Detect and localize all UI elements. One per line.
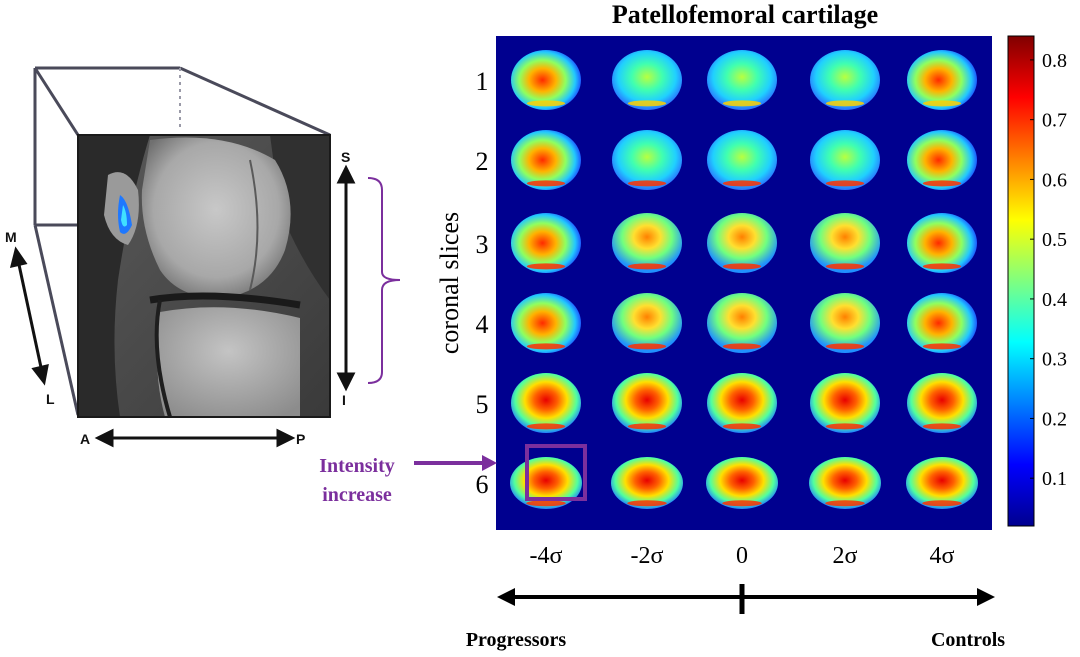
axis-label-p: P	[296, 431, 305, 447]
heatmap-cell	[810, 293, 880, 353]
heatmap-cell	[810, 50, 880, 110]
colorbar-tick-label: 0.3	[1042, 349, 1067, 371]
axis-label-s: S	[341, 149, 350, 165]
column-label: -4σ	[530, 543, 563, 569]
heatmap-cell	[511, 130, 581, 190]
axis-label-a: A	[80, 431, 90, 447]
heatmap-cell	[907, 213, 977, 273]
heatmap-cell	[906, 457, 978, 509]
heatmap-background	[496, 36, 992, 530]
row-label: 6	[476, 470, 489, 499]
colorbar-tick-label: 0.8	[1042, 50, 1067, 72]
colorbar-tick-label: 0.5	[1042, 229, 1067, 251]
colorbar-tick-label: 0.7	[1042, 110, 1067, 132]
column-label: 4σ	[930, 543, 955, 569]
heatmap-cell	[809, 457, 881, 509]
axis-label-i: I	[342, 392, 346, 408]
heatmap-cell	[511, 213, 581, 273]
heatmap-cell	[612, 373, 682, 433]
heatmap-cell	[510, 457, 582, 509]
slice-box-wireframe	[33, 66, 331, 416]
heatmap-cell	[810, 373, 880, 433]
highlight-box	[525, 444, 587, 501]
heatmap-cell	[612, 130, 682, 190]
controls-label: Controls	[931, 629, 1005, 651]
row-labels: 1 2 3 4 5 6	[476, 67, 489, 499]
colorbar-ticks: 0.8 0.7 0.6 0.5 0.4 0.3 0.2 0.1	[1030, 50, 1067, 490]
column-label: -2σ	[631, 543, 664, 569]
row-label: 5	[476, 390, 489, 419]
y-axis-label: coronal slices	[435, 212, 464, 354]
heatmap-cell	[907, 293, 977, 353]
row-label: 3	[476, 230, 489, 259]
heatmap-cell	[511, 50, 581, 110]
annotation-line1: Intensity	[319, 455, 395, 477]
heatmap-cell	[707, 130, 777, 190]
heatmap-cell	[612, 213, 682, 273]
column-labels: -4σ -2σ 0 2σ 4σ	[530, 543, 955, 569]
heatmap-cell	[707, 50, 777, 110]
colorbar-tick-label: 0.1	[1042, 468, 1067, 490]
knee-mri-panel: S I M L A P	[5, 66, 401, 448]
row-label: 1	[476, 67, 489, 96]
colorbar-tick-label: 0.6	[1042, 169, 1067, 191]
heatmap-cell	[907, 373, 977, 433]
heatmap-cell	[511, 373, 581, 433]
heatmap-cell	[611, 457, 683, 509]
annotation-line2: increase	[322, 484, 392, 506]
colorbar-tick-label: 0.4	[1042, 289, 1067, 311]
heatmap-cell	[907, 130, 977, 190]
heatmap-cell	[612, 50, 682, 110]
heatmap-cell	[810, 213, 880, 273]
medial-lateral-arrow	[9, 246, 49, 386]
heatmap-figure: Patellofemoral cartilage coronal slices …	[319, 0, 1067, 651]
axis-label-l: L	[46, 391, 55, 407]
mri-sagittal-image	[77, 134, 331, 418]
heatmap-cell	[707, 293, 777, 353]
heatmap-cell	[707, 373, 777, 433]
annotation-arrow	[414, 455, 497, 471]
figure-title: Patellofemoral cartilage	[612, 0, 878, 29]
heatmap-cells	[510, 50, 978, 509]
axis-label-m: M	[5, 229, 17, 245]
anterior-posterior-arrow	[94, 428, 296, 448]
row-label: 2	[476, 147, 489, 176]
colorbar-tick-label: 0.2	[1042, 408, 1067, 430]
heatmap-cell	[707, 213, 777, 273]
superior-inferior-arrow	[336, 164, 356, 392]
column-label: 2σ	[833, 543, 858, 569]
colorbar	[1007, 35, 1035, 527]
heatmap-cell	[810, 130, 880, 190]
slice-range-bracket	[367, 177, 401, 384]
progressors-label: Progressors	[466, 629, 567, 651]
heatmap-cell	[612, 293, 682, 353]
heatmap-cell	[706, 457, 778, 509]
column-label: 0	[736, 543, 748, 569]
row-label: 4	[476, 310, 489, 339]
heatmap-cell	[907, 50, 977, 110]
progressors-controls-arrow	[497, 584, 995, 614]
heatmap-cell	[511, 293, 581, 353]
